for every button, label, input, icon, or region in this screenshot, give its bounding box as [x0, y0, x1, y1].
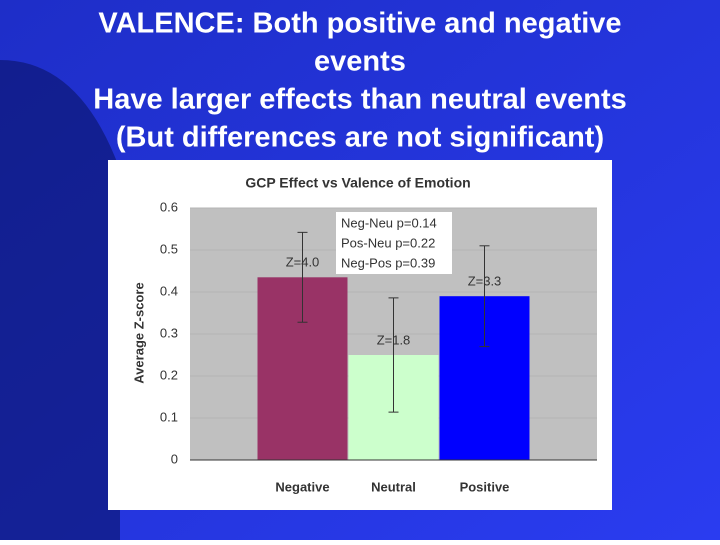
decor-curve	[0, 60, 120, 540]
y-tick-label: 0.2	[160, 367, 178, 382]
y-tick-label: 0.6	[160, 199, 178, 214]
x-tick-label: Neutral	[371, 479, 416, 494]
p-value: Pos-Neu p=0.22	[341, 235, 435, 250]
slide-title: events	[314, 46, 406, 78]
chart-title: GCP Effect vs Valence of Emotion	[245, 175, 470, 191]
p-value-box	[336, 212, 452, 274]
slide-title: VALENCE: Both positive and negative	[98, 8, 621, 40]
y-tick-label: 0	[171, 451, 178, 466]
p-value: Neg-Pos p=0.39	[341, 255, 435, 270]
slide-title: (But differences are not significant)	[116, 122, 604, 154]
slide-title: Have larger effects than neutral events	[93, 84, 626, 116]
y-tick-label: 0.4	[160, 283, 178, 298]
p-value: Neg-Neu p=0.14	[341, 215, 437, 230]
y-axis-label: Average Z-score	[131, 282, 146, 383]
y-tick-label: 0.1	[160, 409, 178, 424]
x-tick-label: Positive	[460, 479, 510, 494]
x-tick-label: Negative	[275, 479, 329, 494]
y-tick-label: 0.3	[160, 325, 178, 340]
y-tick-label: 0.5	[160, 241, 178, 256]
